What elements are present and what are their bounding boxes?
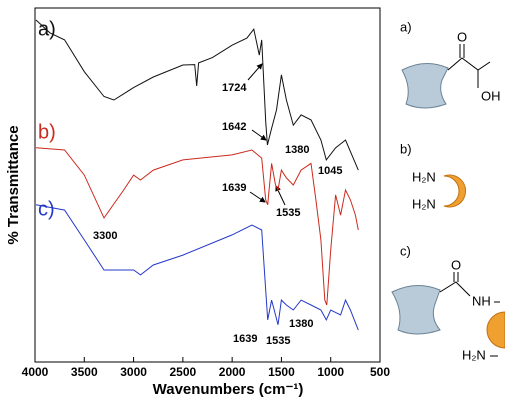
peak-label: 1380 [289,318,313,330]
protein [443,174,466,208]
peak-label: 1535 [276,207,300,219]
series-label: b) [38,121,56,143]
scheme-c: c) O NH H₂N [391,243,505,362]
surface [391,285,441,335]
series-label: c) [38,198,55,220]
arrow [247,63,263,81]
series-label: a) [38,18,56,40]
atom: O [451,257,461,272]
x-tick-label: 3000 [120,365,147,379]
atom: O [457,29,467,44]
spectrum-line [35,19,359,171]
atom: NH [472,293,491,308]
scheme-label: b) [400,141,412,156]
peak-label: 1642 [222,121,246,133]
arrow [251,129,267,141]
arrow [249,191,266,203]
x-tick-label: 2000 [219,365,246,379]
atom: OH [481,88,501,103]
scheme-b: b) H₂N H₂N [400,141,466,211]
surface [401,63,449,109]
x-tick-label: 4000 [22,365,49,379]
spectrum-line [35,147,359,306]
x-tick-label: 2500 [170,365,197,379]
peak-label: 1380 [285,144,309,156]
peak-label: 1724 [222,82,247,94]
x-axis-title: Wavenumbers (cm⁻¹) [153,381,304,398]
y-axis-title: % Transmittance [5,125,22,244]
atom: H₂N [462,347,486,362]
x-tick-label: 3500 [71,365,98,379]
spectrum-line [35,204,359,331]
scheme-a: a) O OH [400,19,501,109]
peak-label: 1045 [318,165,342,177]
bond [447,44,491,88]
peak-label: 3300 [93,230,117,242]
peak-label: 1639 [233,333,257,345]
x-tick-label: 1500 [268,365,295,379]
bond [439,272,500,357]
peak-label: 1535 [266,335,290,347]
scheme-label: a) [400,19,412,34]
plot-frame [34,7,381,363]
x-tick-label: 1000 [317,365,344,379]
x-tick-label: 500 [370,365,390,379]
peak-label: 1639 [222,182,246,194]
atom: H₂N [412,169,436,184]
scheme-label: c) [400,243,411,258]
protein [486,311,505,349]
atom: H₂N [412,196,436,211]
